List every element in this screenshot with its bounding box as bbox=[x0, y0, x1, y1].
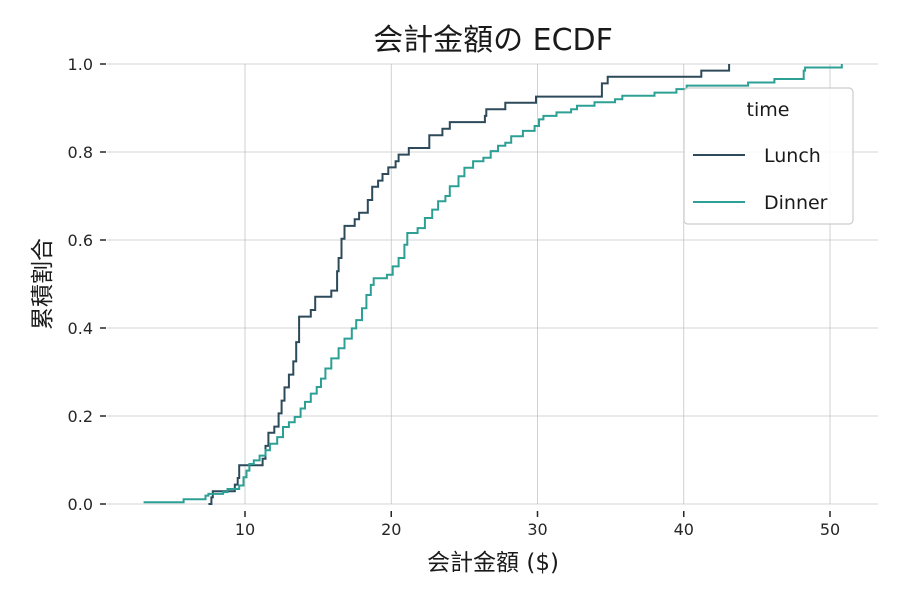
legend-box bbox=[683, 87, 854, 225]
x-tick-label: 10 bbox=[235, 520, 255, 539]
chart-title: 会計金額の ECDF bbox=[373, 23, 613, 58]
dinner-ecdf-line bbox=[143, 64, 843, 504]
x-axis-label: 会計金額 ($) bbox=[427, 550, 559, 576]
y-tick-label: 0.2 bbox=[68, 407, 93, 426]
x-tick-label: 50 bbox=[820, 520, 840, 539]
y-axis-label: 累積割合 bbox=[30, 238, 56, 330]
series-layer bbox=[143, 64, 843, 505]
x-tick-label: 30 bbox=[527, 520, 547, 539]
legend-label-dinner: Dinner bbox=[764, 192, 828, 214]
x-tick-label: 40 bbox=[674, 520, 694, 539]
y-tick-label: 0.4 bbox=[68, 319, 93, 338]
legend-label-lunch: Lunch bbox=[764, 145, 821, 167]
y-tick-label: 0.8 bbox=[68, 143, 93, 162]
y-axis: 0.0 0.2 0.4 0.6 0.8 1.0 bbox=[68, 55, 106, 514]
y-tick-label: 0.0 bbox=[68, 495, 93, 514]
lunch-ecdf-line bbox=[208, 64, 731, 505]
x-tick-label: 20 bbox=[381, 520, 401, 539]
legend-title: time bbox=[747, 99, 790, 121]
y-tick-label: 1.0 bbox=[68, 55, 93, 74]
grid-lines bbox=[107, 63, 878, 505]
x-axis: 10 20 30 40 50 bbox=[235, 511, 840, 539]
legend: time Lunch Dinner bbox=[683, 87, 854, 225]
y-tick-label: 0.6 bbox=[68, 231, 93, 250]
